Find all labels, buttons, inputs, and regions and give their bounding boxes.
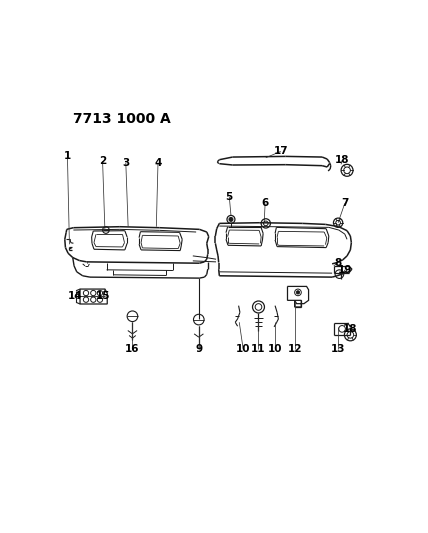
Text: 3: 3: [122, 158, 129, 168]
Text: 12: 12: [288, 344, 302, 354]
Text: 1: 1: [64, 151, 71, 161]
Text: 16: 16: [125, 344, 140, 354]
Text: 2: 2: [99, 156, 106, 166]
Text: 6: 6: [262, 198, 269, 208]
Text: 11: 11: [251, 344, 266, 354]
Text: 10: 10: [236, 344, 250, 354]
Text: 15: 15: [96, 290, 110, 301]
Text: 19: 19: [338, 265, 352, 275]
Text: 18: 18: [343, 324, 358, 334]
Circle shape: [296, 290, 300, 294]
Circle shape: [229, 217, 233, 221]
Text: 9: 9: [195, 344, 202, 354]
Text: 14: 14: [68, 290, 82, 301]
Text: 5: 5: [226, 192, 233, 202]
Text: 8: 8: [334, 257, 342, 268]
Text: 7713 1000 A: 7713 1000 A: [74, 112, 171, 126]
Text: 4: 4: [155, 158, 162, 168]
Text: 13: 13: [331, 344, 345, 354]
Text: 17: 17: [273, 147, 288, 156]
Text: 7: 7: [341, 198, 348, 208]
Text: 10: 10: [268, 344, 282, 354]
Text: 18: 18: [335, 155, 349, 165]
